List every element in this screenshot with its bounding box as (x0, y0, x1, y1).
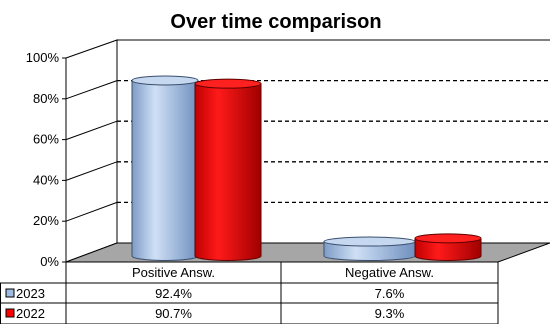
legend-label-2022: 2022 (16, 306, 45, 321)
legend-swatch-2022 (5, 308, 15, 318)
side-wall (65, 39, 118, 263)
bar-top-2023-1 (323, 236, 416, 247)
chart-title: Over time comparison (170, 11, 381, 33)
gridline-side (65, 201, 118, 222)
data-label: 92.4% (155, 286, 192, 301)
y-tick-label: 80% (33, 91, 59, 106)
y-tick-label: 100% (26, 50, 60, 65)
bar-top-2023-0 (131, 75, 199, 86)
bar-2023-0 (131, 79, 199, 261)
legend-label-2023: 2023 (16, 286, 45, 301)
y-tick-label: 0% (40, 254, 59, 269)
category-label: Negative Answ. (345, 265, 434, 280)
gridline-side (65, 120, 118, 141)
y-tick-label: 40% (33, 172, 59, 187)
category-label: Positive Answ. (132, 265, 215, 280)
data-label: 7.6% (375, 286, 405, 301)
gridline-side (65, 80, 118, 100)
gridline-side (65, 161, 118, 181)
data-label: 9.3% (375, 306, 405, 321)
data-label: 90.7% (155, 306, 192, 321)
bar-2022-0 (194, 83, 262, 261)
y-axis: 0% 20% 40% 60% 80% 100% (26, 50, 66, 269)
bar-2022-1 (414, 237, 482, 261)
bar-top-2022-1 (414, 233, 482, 244)
y-tick-label: 60% (33, 132, 59, 147)
legend-swatch-2023 (5, 288, 15, 298)
bar-top-2022-0 (194, 78, 262, 89)
data-table: Positive Answ. Negative Answ. 2023 92.4% 7.6… (0, 261, 499, 324)
y-tick-label: 20% (33, 213, 59, 228)
bar-2023-1 (323, 241, 416, 261)
bars (131, 75, 482, 261)
